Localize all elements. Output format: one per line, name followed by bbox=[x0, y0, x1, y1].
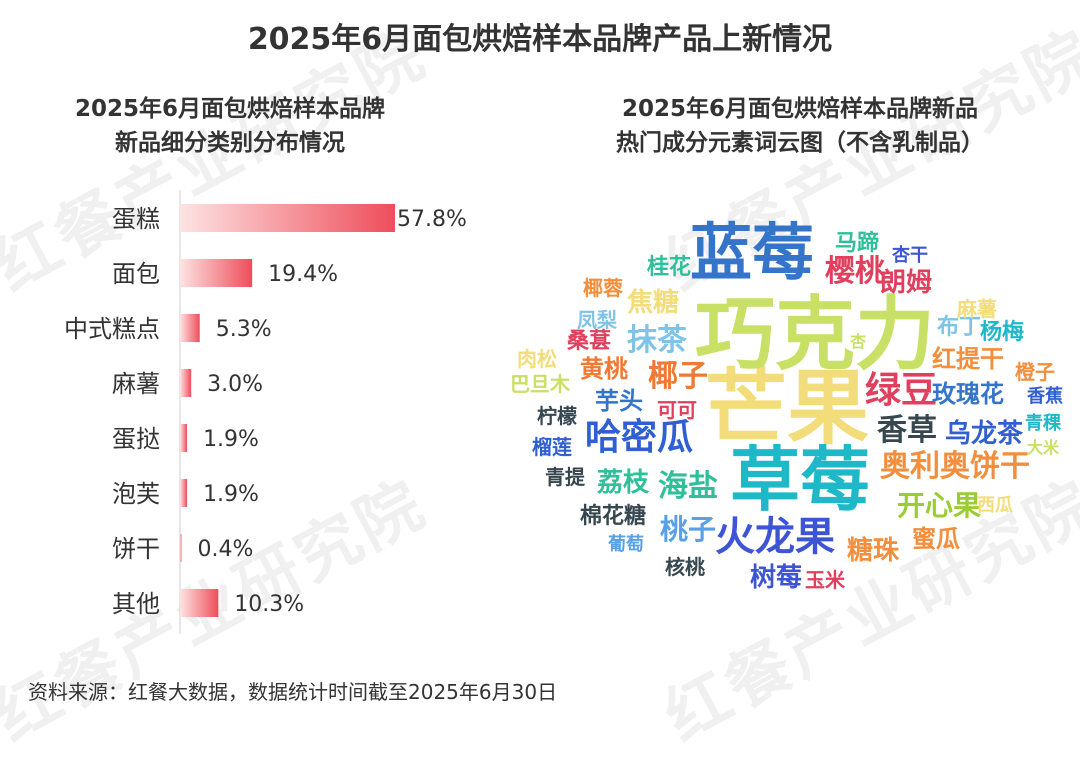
word-cloud-term: 蜜瓜 bbox=[912, 525, 960, 553]
word-cloud-term: 杏 bbox=[850, 332, 867, 351]
bar-chart-title: 2025年6月面包烘焙样本品牌 新品细分类别分布情况 bbox=[20, 92, 440, 160]
category-label: 中式糕点 bbox=[64, 315, 160, 343]
bar-chart: 蛋糕 57.8% 面包 19.4% 中式糕点 5.3% 麻薯 3.0% 蛋挞 1.9% 泡芙 1.9%… bbox=[64, 190, 467, 634]
word-cloud-term: 棉花糖 bbox=[580, 504, 647, 529]
category-label: 麻薯 bbox=[112, 370, 160, 398]
word-cloud-term: 椰蓉 bbox=[583, 276, 623, 300]
word-cloud-term: 荔枝 bbox=[597, 468, 650, 498]
word-cloud-term: 椰子 bbox=[648, 359, 708, 394]
word-cloud-term: 火龙果 bbox=[715, 514, 835, 560]
word-cloud-term: 红提干 bbox=[932, 345, 1004, 373]
word-cloud-term: 巴旦木 bbox=[510, 372, 570, 396]
bar bbox=[180, 369, 192, 397]
word-cloud-term: 榴莲 bbox=[532, 435, 572, 459]
page-title: 2025年6月面包烘焙样本品牌产品上新情况 bbox=[247, 22, 833, 57]
category-label: 饼干 bbox=[112, 535, 160, 563]
word-cloud-term: 肉松 bbox=[517, 347, 557, 371]
word-cloud-term: 玉米 bbox=[805, 568, 845, 592]
word-cloud-term: 巧克力 bbox=[695, 288, 935, 381]
word-cloud-term: 桑葚 bbox=[567, 329, 612, 354]
word-cloud: 芒果 巧克力草莓 蓝莓哈密瓜火龙果 绿豆奥利奥饼干 椰子 樱桃海盐 香草 抹茶 朗姆开心果糖珠 玫… bbox=[500, 200, 1080, 620]
word-cloud-term: 西瓜 bbox=[977, 495, 1013, 516]
word-cloud-term: 哈密瓜 bbox=[585, 417, 694, 458]
word-cloud-term: 大米 bbox=[1027, 438, 1060, 457]
value-label: 0.4% bbox=[198, 537, 254, 562]
word-cloud-term: 焦糖 bbox=[627, 288, 680, 318]
word-cloud-term: 朗姆 bbox=[880, 268, 933, 298]
value-label: 57.8% bbox=[397, 207, 467, 232]
word-cloud-term: 芋头 bbox=[595, 387, 643, 415]
word-cloud-term: 橙子 bbox=[1015, 360, 1055, 384]
word-cloud-term: 桃子 bbox=[660, 513, 717, 546]
word-cloud-term: 绿豆 bbox=[865, 370, 938, 411]
word-cloud-term: 奥利奥饼干 bbox=[880, 449, 1030, 484]
bar bbox=[180, 424, 188, 452]
value-label: 3.0% bbox=[207, 372, 263, 397]
word-cloud-term: 柠檬 bbox=[537, 404, 577, 428]
value-label: 19.4% bbox=[268, 262, 338, 287]
word-cloud-term: 可可 bbox=[657, 398, 697, 422]
bar bbox=[180, 314, 200, 342]
bar bbox=[180, 259, 253, 287]
word-cloud-term: 香草 bbox=[877, 413, 937, 448]
word-cloud-term: 青提 bbox=[545, 465, 585, 489]
word-cloud-term: 芒果 bbox=[705, 361, 870, 456]
category-label: 蛋糕 bbox=[112, 205, 160, 233]
bar bbox=[180, 479, 188, 507]
word-cloud-term: 草莓 bbox=[730, 439, 870, 521]
bar-chart-title-line1: 2025年6月面包烘焙样本品牌 bbox=[74, 96, 386, 122]
category-label: 面包 bbox=[112, 260, 160, 288]
word-cloud-term: 马蹄 bbox=[835, 231, 880, 256]
word-cloud-term: 桂花 bbox=[647, 255, 692, 280]
bar bbox=[180, 534, 182, 562]
source-note: 资料来源：红餐大数据，数据统计时间截至2025年6月30日 bbox=[28, 680, 558, 704]
category-label: 其他 bbox=[112, 590, 160, 618]
word-cloud-term: 杨梅 bbox=[980, 320, 1025, 345]
word-cloud-term: 凤梨 bbox=[577, 308, 617, 332]
word-cloud-term: 蓝莓 bbox=[690, 216, 815, 289]
word-cloud-term: 杏干 bbox=[892, 245, 928, 266]
value-label: 1.9% bbox=[203, 427, 259, 452]
word-cloud-term: 葡萄 bbox=[608, 534, 644, 555]
word-cloud-term: 抹茶 bbox=[627, 323, 687, 358]
word-cloud-term: 乌龙茶 bbox=[945, 419, 1024, 449]
word-cloud-title-line2: 热门成分元素词云图（不含乳制品） bbox=[616, 130, 984, 156]
word-cloud-term: 树莓 bbox=[750, 563, 803, 593]
category-label: 泡芙 bbox=[112, 480, 160, 508]
bar-chart-title-line2: 新品细分类别分布情况 bbox=[115, 130, 345, 156]
word-cloud-term: 麻薯 bbox=[957, 297, 997, 321]
value-label: 5.3% bbox=[216, 317, 272, 342]
word-cloud-term: 布丁 bbox=[937, 315, 982, 340]
bar bbox=[180, 204, 395, 232]
word-cloud-term: 开心果 bbox=[897, 489, 982, 522]
value-label: 1.9% bbox=[203, 482, 259, 507]
word-cloud-term: 黄桃 bbox=[580, 355, 628, 383]
word-cloud-term: 玫瑰花 bbox=[932, 380, 1004, 408]
word-cloud-term: 青稞 bbox=[1025, 413, 1061, 434]
word-cloud-term: 香蕉 bbox=[1027, 386, 1063, 407]
bar bbox=[180, 589, 219, 617]
word-cloud-term: 海盐 bbox=[658, 469, 718, 504]
word-cloud-title: 2025年6月面包烘焙样本品牌新品 热门成分元素词云图（不含乳制品） bbox=[545, 92, 1055, 160]
category-label: 蛋挞 bbox=[112, 425, 160, 453]
word-cloud-title-line1: 2025年6月面包烘焙样本品牌新品 bbox=[621, 96, 979, 122]
word-cloud-term: 糖珠 bbox=[847, 536, 900, 566]
value-label: 10.3% bbox=[234, 592, 304, 617]
word-cloud-term: 樱桃 bbox=[825, 254, 885, 289]
word-cloud-term: 核桃 bbox=[665, 555, 705, 579]
